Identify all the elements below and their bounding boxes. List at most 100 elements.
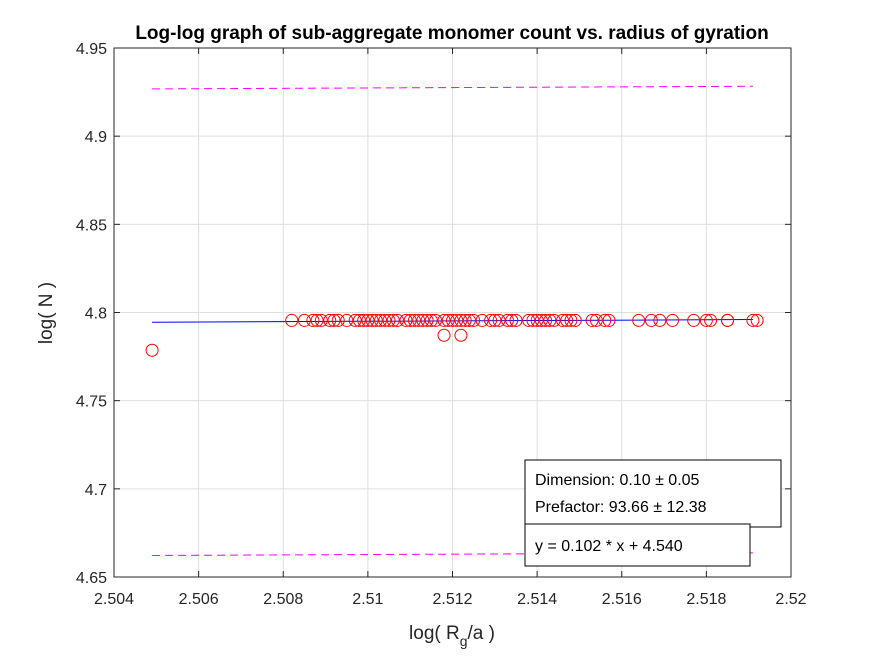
x-axis-label-subscript: g — [460, 633, 468, 649]
data-point — [331, 313, 345, 327]
data-point — [454, 328, 468, 342]
data-point — [306, 313, 320, 327]
data-point — [750, 313, 764, 327]
data-point — [505, 313, 519, 327]
data-point — [145, 343, 159, 357]
data-point — [352, 313, 366, 327]
data-point — [475, 313, 489, 327]
data-point — [653, 313, 667, 327]
equation-box-frame — [524, 523, 751, 567]
data-point — [585, 313, 599, 327]
x-tick-label: 2.512 — [432, 591, 472, 608]
data-point — [467, 313, 481, 327]
data-point — [632, 313, 646, 327]
data-point — [446, 313, 459, 327]
data-point — [437, 328, 451, 342]
x-axis-ticks: 2.504 2.506 2.508 2.51 2.512 2.514 2.516 2.518 2… — [94, 48, 807, 608]
equation-text: y = 0.102 * x + 4.540 — [535, 538, 683, 555]
y-axis-ticks: 4.65 4.7 4.75 4.8 4.85 4.9 4.95 — [76, 41, 791, 587]
y-tick-label: 4.95 — [76, 41, 107, 58]
data-point — [522, 313, 536, 327]
data-point — [543, 313, 557, 327]
data-point — [407, 313, 421, 327]
x-tick-label: 2.518 — [686, 591, 726, 608]
data-point — [340, 313, 354, 327]
stats-annotation-box: Dimension: 0.10 ± 0.05 Prefactor: 93.66 … — [524, 459, 782, 528]
data-point — [450, 313, 464, 327]
data-point — [310, 313, 324, 327]
x-tick-label: 2.51 — [352, 591, 383, 608]
data-point — [348, 313, 362, 327]
data-point — [420, 313, 434, 327]
data-point — [560, 313, 574, 327]
data-point — [547, 313, 561, 327]
data-point — [484, 313, 498, 327]
x-tick-label: 2.516 — [602, 591, 642, 608]
data-point — [374, 313, 388, 327]
data-point — [462, 313, 476, 327]
data-point — [314, 313, 328, 327]
data-point — [488, 313, 502, 327]
data-point — [327, 313, 341, 327]
data-point — [687, 313, 701, 327]
data-point — [285, 313, 299, 327]
y-tick-label: 4.9 — [85, 129, 107, 146]
data-point — [704, 313, 718, 327]
data-point — [424, 313, 438, 327]
prefactor-text: Prefactor: 93.66 ± 12.38 — [535, 499, 707, 516]
data-point — [382, 313, 396, 327]
data-point — [437, 313, 451, 327]
y-axis-label: log( N ) — [36, 282, 57, 344]
y-tick-label: 4.7 — [85, 482, 107, 499]
data-point — [589, 313, 603, 327]
data-point — [369, 313, 383, 327]
x-tick-label: 2.514 — [517, 591, 557, 608]
data-point — [746, 313, 760, 327]
upper-bound-line — [152, 85, 753, 90]
data-point — [297, 313, 311, 327]
data-point — [534, 313, 548, 327]
x-tick-label: 2.504 — [94, 591, 134, 608]
data-point — [526, 313, 540, 327]
x-tick-label: 2.506 — [179, 591, 219, 608]
data-point — [357, 313, 371, 327]
data-point — [365, 313, 379, 327]
data-point — [598, 313, 612, 327]
regression-line — [152, 319, 753, 323]
data-point — [509, 313, 523, 327]
data-point — [602, 313, 616, 327]
data-point — [403, 313, 417, 327]
x-axis-label-main: log( R — [409, 623, 460, 644]
data-point — [361, 313, 375, 327]
data-point — [501, 313, 515, 327]
data-point — [399, 313, 413, 327]
data-point — [412, 313, 426, 327]
data-point — [458, 313, 472, 327]
data-point — [323, 313, 337, 327]
data-points — [145, 313, 764, 357]
y-tick-label: 4.8 — [85, 306, 107, 323]
data-point — [390, 313, 404, 327]
data-point — [530, 313, 544, 327]
data-point — [666, 313, 680, 327]
data-point — [454, 313, 468, 327]
x-tick-label: 2.508 — [263, 591, 303, 608]
equation-annotation-box: y = 0.102 * x + 4.540 — [524, 523, 751, 567]
stats-box-frame — [524, 459, 782, 528]
data-point — [564, 313, 578, 327]
data-point — [556, 313, 570, 327]
data-point — [568, 313, 582, 327]
data-point — [699, 313, 713, 327]
y-tick-label: 4.85 — [76, 217, 107, 234]
data-point — [721, 313, 735, 327]
data-point — [386, 313, 400, 327]
x-axis-label-tail: /a ) — [468, 623, 495, 644]
data-point — [539, 313, 553, 327]
data-point — [441, 313, 455, 327]
data-point — [416, 313, 430, 327]
data-point — [378, 313, 392, 327]
data-point — [492, 313, 506, 327]
fit-line — [152, 319, 753, 323]
data-point — [644, 313, 658, 327]
